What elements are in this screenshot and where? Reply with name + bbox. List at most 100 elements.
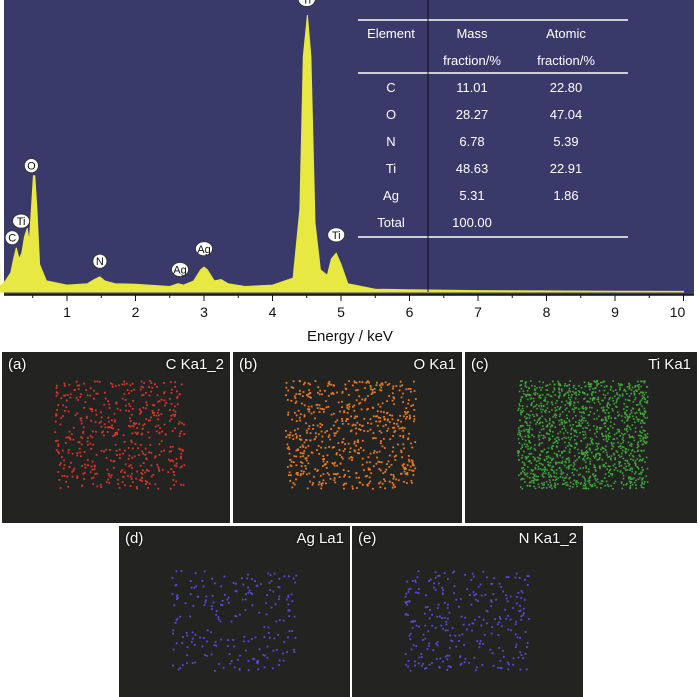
map-signal-dot — [498, 582, 501, 585]
map-signal-dot — [604, 412, 607, 414]
map-signal-dot — [637, 450, 639, 453]
map-signal-dot — [641, 419, 644, 422]
map-signal-dot — [538, 422, 541, 425]
map-signal-dot — [605, 436, 608, 438]
map-signal-dot — [541, 475, 544, 477]
map-signal-dot — [418, 625, 420, 628]
map-signal-dot — [407, 411, 409, 413]
map-signal-dot — [588, 401, 591, 403]
map-signal-dot — [512, 607, 515, 609]
map-signal-dot — [318, 393, 321, 396]
map-signal-dot — [345, 482, 347, 485]
x-axis: 1 2 3 4 5 6 7 8 9 10 — [4, 294, 694, 320]
map-signal-dot — [505, 617, 507, 620]
map-signal-dot — [265, 613, 268, 616]
map-signal-dot — [428, 642, 430, 645]
map-signal-dot — [356, 415, 358, 418]
map-signal-dot — [626, 409, 628, 412]
map-signal-dot — [397, 419, 400, 421]
map-signal-dot — [190, 641, 193, 643]
map-signal-dot — [552, 421, 554, 423]
map-signal-dot — [158, 400, 161, 403]
map-signal-dot — [517, 407, 520, 410]
map-signal-dot — [620, 481, 623, 483]
map-signal-dot — [163, 449, 165, 452]
map-signal-dot — [642, 477, 644, 479]
map-signal-dot — [573, 479, 576, 482]
map-signal-dot — [593, 380, 595, 382]
map-signal-dot — [211, 594, 214, 597]
map-signal-dot — [625, 448, 627, 450]
map-signal-dot — [357, 439, 359, 442]
map-signal-dot — [387, 418, 389, 421]
map-signal-dot — [192, 605, 195, 607]
map-signal-dot — [322, 460, 325, 463]
map-signal-dot — [288, 471, 291, 474]
map-signal-dot — [643, 483, 645, 485]
map-signal-dot — [434, 589, 437, 591]
map-signal-dot — [544, 459, 546, 462]
map-signal-dot — [383, 416, 385, 418]
map-signal-dot — [509, 618, 512, 621]
map-signal-dot — [459, 598, 462, 600]
map-signal-dot — [141, 427, 144, 430]
map-signal-dot — [634, 472, 636, 475]
map-signal-dot — [89, 435, 92, 437]
map-signal-dot — [351, 424, 354, 427]
map-signal-dot — [443, 572, 446, 575]
map-signal-dot — [596, 459, 599, 461]
map-signal-dot — [73, 389, 76, 391]
map-signal-dot — [155, 414, 158, 417]
map-signal-dot — [239, 654, 241, 657]
map-signal-dot — [135, 486, 138, 488]
map-signal-dot — [393, 426, 396, 429]
map-signal-dot — [582, 407, 585, 410]
map-signal-dot — [376, 456, 378, 459]
map-signal-dot — [633, 390, 635, 393]
map-signal-dot — [131, 466, 133, 469]
map-signal-dot — [525, 445, 527, 448]
map-signal-dot — [247, 591, 250, 594]
map-signal-dot — [508, 663, 510, 666]
map-signal-dot — [520, 413, 522, 416]
map-signal-dot — [630, 445, 633, 447]
map-signal-dot — [364, 399, 366, 402]
map-signal-dot — [121, 397, 124, 400]
map-signal-dot — [324, 389, 326, 392]
map-signal-dot — [528, 430, 530, 433]
map-signal-dot — [552, 422, 555, 424]
map-signal-dot — [626, 428, 628, 430]
map-signal-dot — [78, 384, 81, 387]
map-signal-dot — [356, 441, 359, 443]
map-signal-dot — [589, 463, 591, 465]
map-signal-dot — [108, 420, 110, 423]
map-signal-dot — [205, 599, 207, 602]
map-signal-dot — [380, 431, 383, 434]
map-signal-dot — [333, 477, 336, 479]
map-signal-dot — [538, 394, 541, 397]
map-signal-dot — [527, 618, 530, 620]
map-signal-dot — [477, 600, 479, 602]
map-signal-dot — [591, 391, 594, 394]
map-signal-dot — [320, 430, 323, 433]
map-signal-dot — [568, 389, 570, 392]
map-signal-dot — [172, 632, 174, 635]
map-signal-dot — [412, 621, 415, 623]
map-signal-dot — [56, 409, 58, 411]
map-signal-dot — [415, 645, 418, 647]
map-signal-dot — [157, 409, 160, 411]
map-signal-dot — [358, 380, 361, 383]
map-signal-dot — [584, 455, 586, 458]
map-signal-dot — [596, 380, 599, 382]
map-signal-dot — [140, 479, 142, 481]
map-signal-dot — [388, 454, 391, 457]
map-signal-dot — [380, 389, 383, 392]
map-signal-dot — [627, 419, 629, 421]
map-signal-dot — [558, 384, 561, 386]
map-signal-dot — [605, 449, 607, 451]
map-signal-dot — [127, 447, 130, 449]
map-signal-dot — [544, 411, 547, 414]
map-signal-dot — [577, 482, 579, 484]
map-signal-dot — [546, 425, 549, 428]
map-signal-dot — [442, 589, 444, 592]
